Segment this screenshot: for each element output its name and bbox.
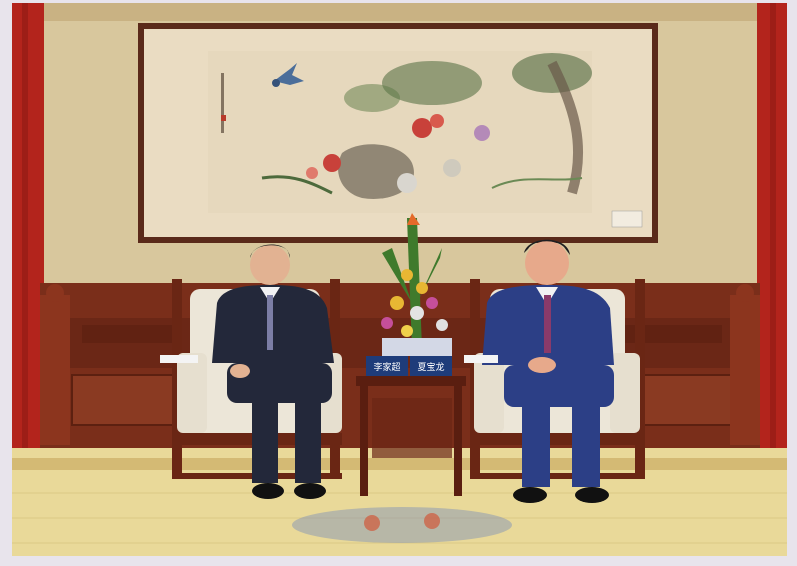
name-card-left-text: 李家超 — [373, 361, 400, 373]
left-person — [212, 244, 334, 499]
paper-right — [464, 355, 498, 363]
bird-icon — [272, 63, 304, 87]
name-card-left — [366, 356, 408, 376]
side-table — [356, 376, 466, 496]
flower-arrangement-icon — [381, 213, 452, 356]
photo-scene: 李家超 夏宝龙 — [12, 3, 787, 556]
name-card-right — [410, 356, 452, 376]
painting — [138, 23, 658, 243]
name-card-right-text: 夏宝龙 — [417, 361, 444, 373]
paper-left — [160, 355, 198, 363]
right-person — [482, 239, 614, 503]
name-cards: 李家超 夏宝龙 — [366, 356, 452, 376]
meeting-photo: 李家超 夏宝龙 — [12, 3, 787, 556]
